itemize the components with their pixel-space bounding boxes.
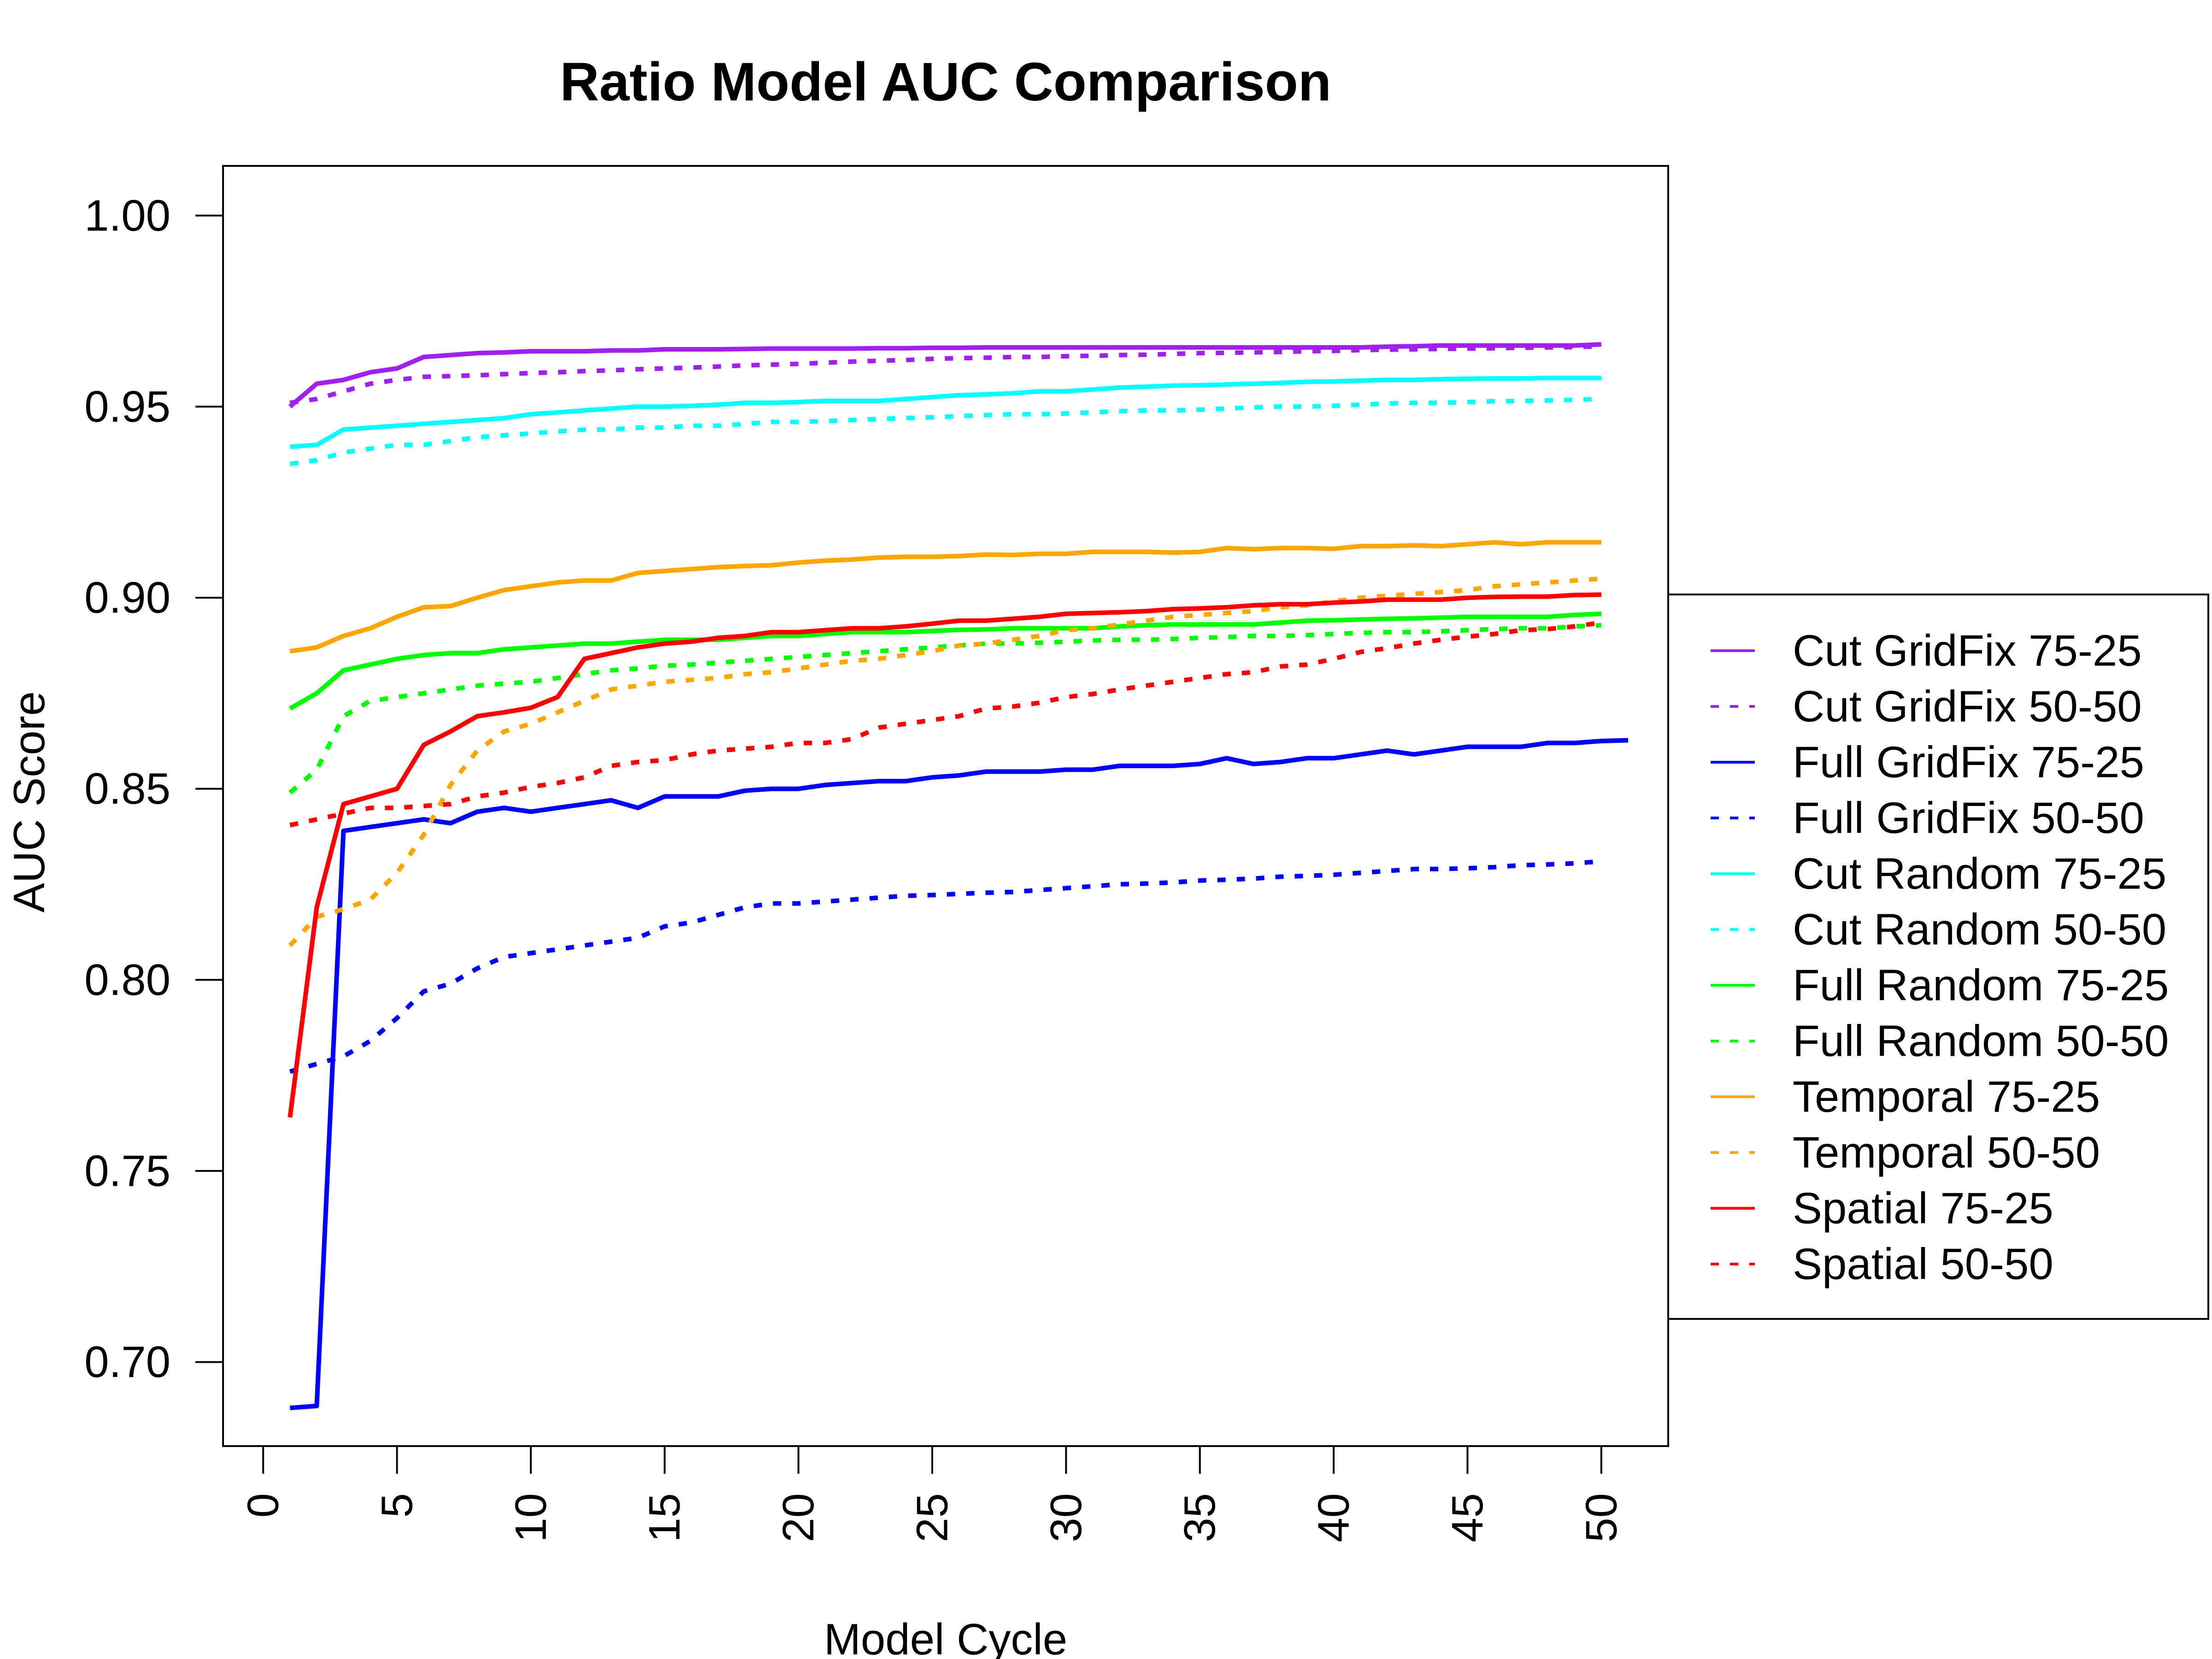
x-tick-label: 30	[1041, 1493, 1091, 1542]
x-tick-label: 45	[1443, 1493, 1492, 1542]
legend-label: Temporal 50-50	[1793, 1128, 2100, 1177]
plot-area	[222, 165, 1669, 1447]
y-tick-label: 0.75	[84, 1146, 171, 1195]
x-tick-label: 35	[1175, 1493, 1224, 1542]
series-line-10	[288, 576, 1602, 947]
y-tick-label: 0.90	[84, 573, 171, 623]
x-tick-label: 5	[372, 1493, 422, 1518]
x-tick-label: 0	[239, 1493, 288, 1518]
y-tick-label: 0.70	[84, 1337, 171, 1387]
x-axis-label: Model Cycle	[824, 1615, 1067, 1659]
y-axis-label: AUC Score	[5, 691, 54, 912]
series-line-12	[289, 620, 1602, 828]
legend-box	[1667, 594, 2209, 1320]
series-line-5	[289, 376, 1601, 449]
y-tick-label: 0.95	[84, 382, 171, 431]
legend-label: Full GridFix 75-25	[1793, 738, 2144, 787]
legend-label: Spatial 50-50	[1793, 1240, 2053, 1289]
y-axis: 0.70 0.75 0.80 0.85 0.90 0.95 1.00	[84, 191, 224, 1387]
series-line-6	[289, 396, 1601, 466]
series-line-8	[288, 623, 1602, 794]
legend-label: Cut GridFix 50-50	[1793, 682, 2142, 731]
legend-label: Full Random 50-50	[1793, 1017, 2169, 1066]
legend-label: Cut GridFix 75-25	[1793, 626, 2142, 676]
y-tick-label: 0.85	[84, 764, 171, 813]
x-tick-label: 50	[1577, 1493, 1626, 1542]
x-tick-label: 40	[1309, 1493, 1359, 1542]
x-tick-label: 15	[640, 1493, 689, 1542]
series-line-11	[288, 592, 1601, 1118]
series-line-9	[289, 540, 1601, 654]
series-line-7	[288, 611, 1602, 711]
legend-label: Cut Random 50-50	[1793, 905, 2166, 954]
y-tick-label: 1.00	[84, 191, 171, 240]
series-line-4	[289, 859, 1602, 1074]
series-line-3	[289, 738, 1629, 1411]
x-axis: 0 5 10 15 20 25 30 35 40 45 50	[239, 1445, 1626, 1542]
legend-label: Temporal 75-25	[1793, 1072, 2100, 1122]
legend: Cut GridFix 75-25 Cut GridFix 50-50 Full G…	[1667, 594, 2209, 1320]
series-line-1	[288, 342, 1602, 409]
legend-label: Cut Random 75-25	[1793, 849, 2166, 899]
chart-title: Ratio Model AUC Comparison	[560, 52, 1331, 112]
legend-label: Spatial 75-25	[1793, 1184, 2053, 1233]
legend-label: Full Random 75-25	[1793, 961, 2169, 1010]
x-tick-label: 25	[907, 1493, 957, 1542]
x-tick-label: 10	[506, 1493, 555, 1542]
legend-label: Full GridFix 50-50	[1793, 794, 2144, 843]
y-tick-label: 0.80	[84, 955, 171, 1005]
series-line-2	[289, 344, 1601, 406]
x-tick-label: 20	[774, 1493, 823, 1542]
